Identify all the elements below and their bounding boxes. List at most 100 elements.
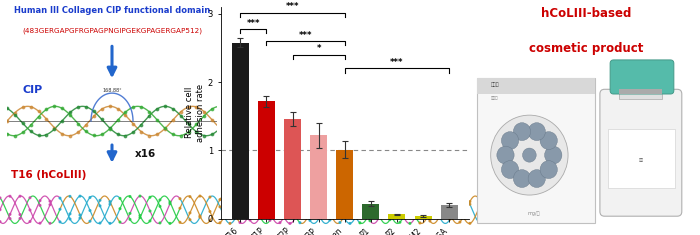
Text: (483GERGAPGFRGPAGPNGIPGEKGPAGERGAP512): (483GERGAPGFRGPAGPNGIPGEKGPAGERGAP512) bbox=[22, 27, 202, 34]
Point bbox=[80, 105, 92, 109]
Point bbox=[414, 221, 426, 225]
Point bbox=[164, 202, 176, 206]
Text: cosmetic product: cosmetic product bbox=[529, 42, 643, 55]
Point bbox=[57, 132, 68, 136]
Point bbox=[73, 105, 84, 109]
Circle shape bbox=[545, 146, 562, 164]
Text: mg/支: mg/支 bbox=[528, 211, 540, 216]
Point bbox=[73, 130, 84, 134]
Point bbox=[49, 126, 60, 129]
Point bbox=[324, 195, 335, 199]
Circle shape bbox=[501, 161, 519, 179]
Point bbox=[85, 209, 96, 212]
Point bbox=[464, 221, 475, 225]
Point bbox=[244, 211, 256, 214]
Point bbox=[284, 201, 295, 205]
Point bbox=[151, 118, 162, 121]
Point bbox=[405, 202, 416, 206]
Point bbox=[151, 107, 162, 111]
Text: 168.88°: 168.88° bbox=[102, 88, 122, 93]
Point bbox=[94, 204, 106, 208]
Point bbox=[204, 210, 216, 213]
Point bbox=[151, 133, 162, 136]
Point bbox=[9, 113, 20, 117]
Point bbox=[274, 197, 286, 201]
Point bbox=[88, 114, 99, 118]
Point bbox=[405, 222, 416, 225]
Point bbox=[104, 126, 116, 130]
Circle shape bbox=[528, 170, 545, 188]
Point bbox=[4, 194, 15, 198]
Point bbox=[104, 200, 116, 204]
Point bbox=[9, 111, 20, 115]
FancyBboxPatch shape bbox=[477, 78, 595, 223]
Point bbox=[49, 105, 60, 108]
Point bbox=[160, 105, 171, 108]
Point bbox=[424, 209, 435, 213]
Point bbox=[274, 221, 286, 224]
Point bbox=[49, 127, 60, 131]
Point bbox=[96, 118, 107, 121]
Point bbox=[344, 222, 356, 225]
Point bbox=[294, 221, 305, 224]
Point bbox=[414, 198, 426, 202]
Point bbox=[18, 121, 29, 125]
Point bbox=[155, 198, 166, 202]
Point bbox=[74, 213, 85, 217]
Point bbox=[234, 197, 246, 201]
Circle shape bbox=[540, 132, 557, 149]
Point bbox=[195, 194, 206, 198]
Point bbox=[284, 222, 295, 225]
Point bbox=[384, 218, 395, 222]
Point bbox=[155, 221, 166, 225]
Point bbox=[1, 106, 13, 110]
Point bbox=[104, 222, 116, 225]
Point bbox=[414, 204, 426, 208]
Point bbox=[174, 197, 186, 200]
FancyBboxPatch shape bbox=[600, 89, 682, 216]
FancyBboxPatch shape bbox=[608, 129, 675, 188]
Bar bbox=[414, 216, 432, 219]
Point bbox=[33, 109, 44, 113]
Point bbox=[25, 105, 36, 109]
Point bbox=[374, 215, 386, 219]
Point bbox=[364, 219, 375, 223]
Point bbox=[314, 215, 326, 219]
Point bbox=[44, 221, 55, 225]
Point bbox=[354, 198, 365, 202]
Point bbox=[4, 217, 15, 220]
Point bbox=[125, 195, 136, 198]
Point bbox=[120, 134, 131, 137]
Point bbox=[454, 220, 466, 224]
Point bbox=[144, 209, 155, 213]
Point bbox=[206, 118, 218, 122]
Y-axis label: Relative cell
adhesion rate: Relative cell adhesion rate bbox=[186, 84, 204, 142]
Point bbox=[18, 106, 29, 109]
Point bbox=[114, 220, 125, 224]
Point bbox=[394, 197, 405, 200]
Point bbox=[265, 210, 276, 214]
Circle shape bbox=[501, 132, 519, 149]
Point bbox=[74, 194, 85, 198]
Point bbox=[134, 214, 146, 217]
Point bbox=[15, 194, 26, 198]
Point bbox=[175, 134, 186, 137]
Point bbox=[335, 221, 346, 224]
Point bbox=[114, 207, 125, 211]
Point bbox=[314, 194, 326, 198]
Point bbox=[335, 206, 346, 210]
Point bbox=[4, 212, 15, 216]
Point bbox=[364, 195, 375, 199]
Text: ***: *** bbox=[286, 2, 300, 11]
Point bbox=[104, 127, 116, 131]
Point bbox=[96, 107, 107, 111]
Point bbox=[199, 134, 210, 137]
Point bbox=[1, 132, 13, 136]
Point bbox=[0, 208, 6, 212]
Bar bbox=[336, 150, 354, 219]
Point bbox=[127, 122, 139, 126]
Point bbox=[234, 221, 246, 224]
Point bbox=[374, 194, 386, 198]
Point bbox=[64, 134, 76, 137]
Circle shape bbox=[513, 123, 531, 141]
